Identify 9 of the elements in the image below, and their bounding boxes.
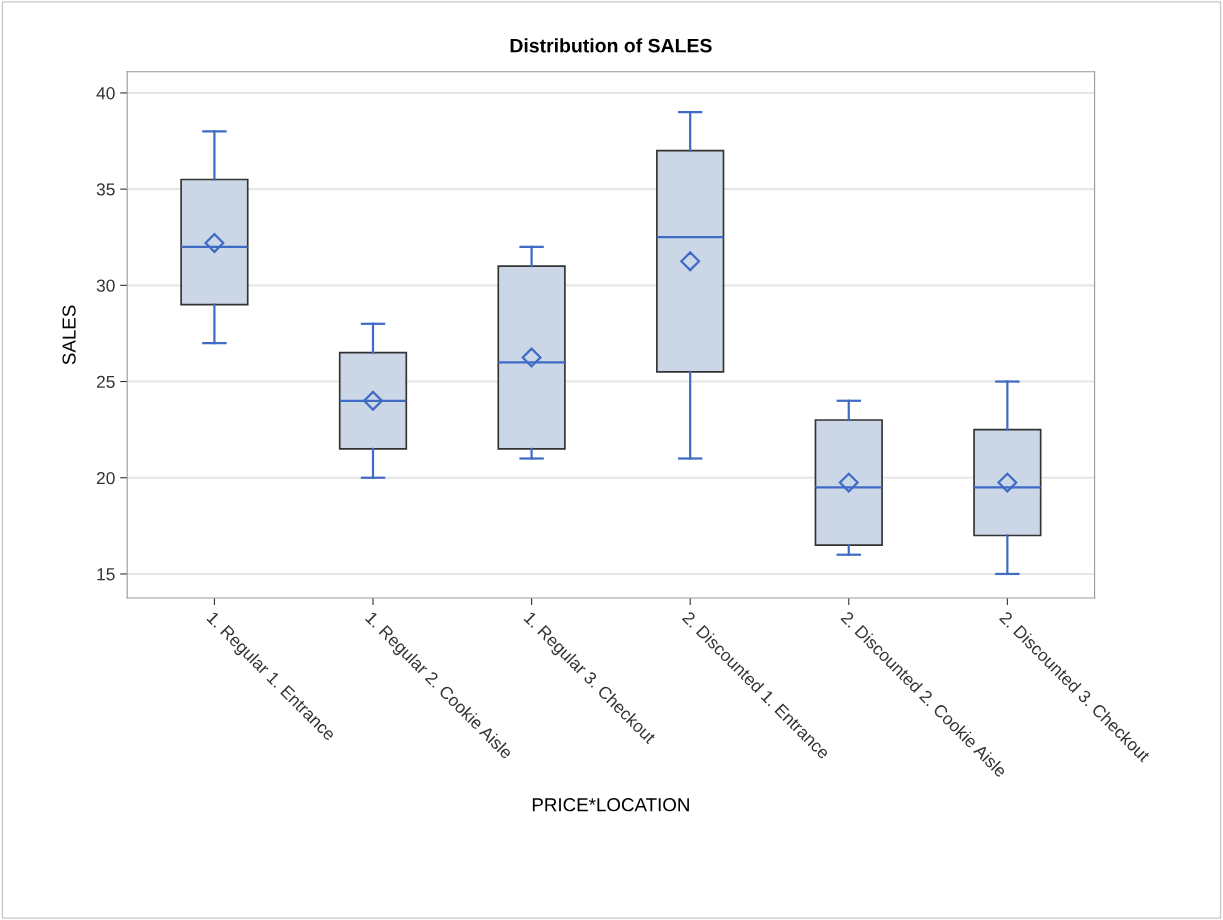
y-axis-title: SALES [62, 305, 76, 365]
y-tick-label: 35 [96, 183, 115, 196]
chart-title: Distribution of SALES [510, 38, 712, 53]
y-tick-label: 30 [96, 279, 115, 292]
y-tick-label: 25 [96, 375, 115, 388]
y-tick-label: 20 [96, 471, 115, 485]
y-tick-label: 40 [96, 87, 115, 100]
x-axis-title: PRICE*LOCATION [532, 798, 689, 812]
y-tick-label: 15 [97, 568, 115, 581]
